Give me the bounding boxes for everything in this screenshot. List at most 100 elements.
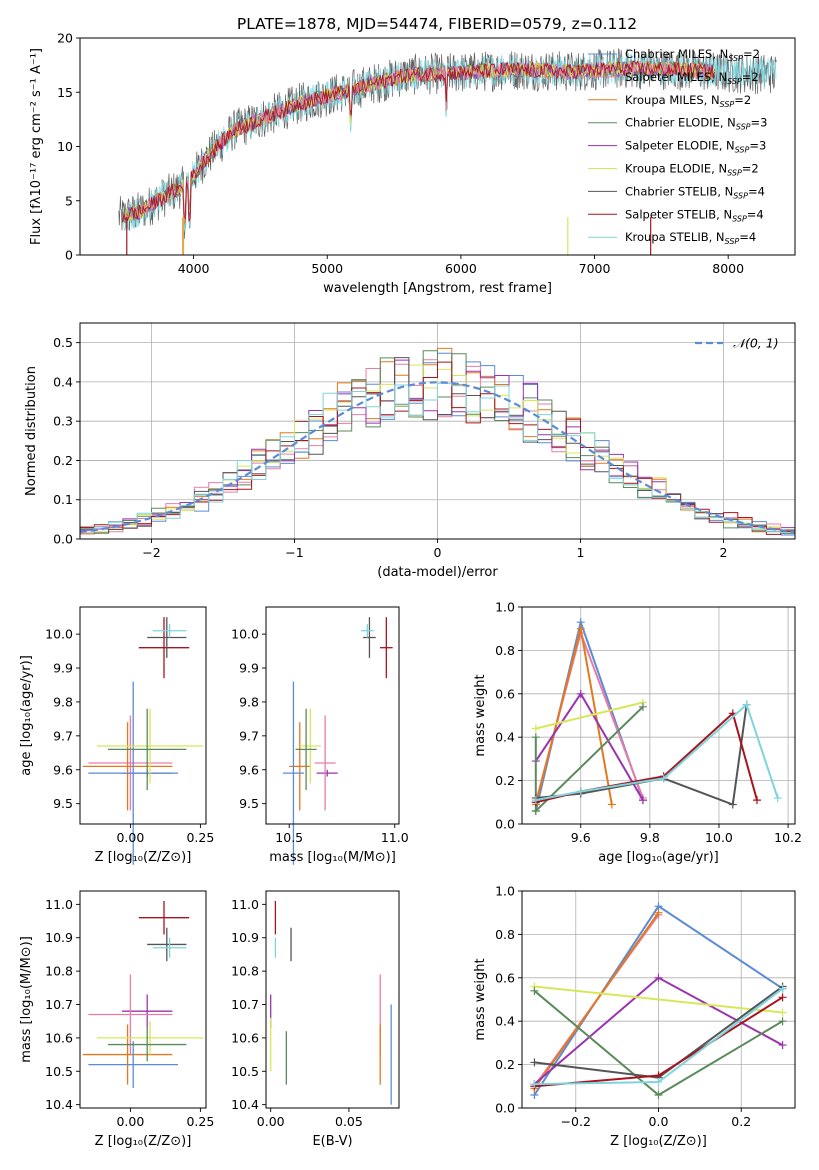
weight-series-marker bbox=[530, 986, 539, 995]
y-tick-label: 9.6 bbox=[239, 762, 259, 777]
weight-series-marker bbox=[654, 908, 663, 917]
x-tick-label: 7000 bbox=[579, 261, 611, 276]
x-tick-label: 11.0 bbox=[381, 830, 409, 845]
weight-series-marker bbox=[531, 796, 540, 805]
spectrum-series-group bbox=[118, 48, 777, 255]
y-tick-label: 0.2 bbox=[53, 453, 73, 468]
x-axis-label: E(B-V) bbox=[312, 1134, 352, 1149]
y-tick-label: 20 bbox=[57, 31, 73, 46]
x-tick-label: 4000 bbox=[178, 261, 210, 276]
y-tick-label: 9.7 bbox=[53, 728, 73, 743]
weight-series-marker bbox=[778, 993, 787, 1002]
y-tick-label: 0.4 bbox=[53, 374, 73, 389]
x-axis-label: age [log₁₀(age/yr)] bbox=[598, 850, 719, 865]
x-tick-label: 0.25 bbox=[186, 830, 214, 845]
y-tick-label: 0.1 bbox=[53, 492, 73, 507]
spectrum-series-line bbox=[122, 60, 715, 223]
y-tick-label: 10.6 bbox=[231, 1030, 259, 1045]
weight-series-marker bbox=[778, 1017, 787, 1026]
weight-series-marker bbox=[576, 624, 585, 633]
chart-mass-vs-Z: 0.00 0.25 10.4 10.5 10.6 10.7 10.8 10.9 11.0 Z [l… bbox=[19, 890, 214, 1149]
y-tick-label: 11.0 bbox=[45, 897, 73, 912]
axes-frame bbox=[521, 606, 796, 825]
y-tick-label: 10.7 bbox=[231, 997, 259, 1012]
chart-spectrum: 4000 5000 6000 7000 8000 0 5 10 15 20 wavelength [… bbox=[29, 31, 796, 296]
weight-series-marker bbox=[778, 1008, 787, 1017]
legend-label: Salpeter STELIB, NSSP=4 bbox=[625, 207, 764, 223]
x-tick-label: 10.0 bbox=[705, 830, 733, 845]
x-tick-label: 0.0 bbox=[649, 1114, 669, 1129]
y-tick-label: 10.6 bbox=[45, 1030, 73, 1045]
y-tick-label: 0.8 bbox=[495, 927, 515, 942]
y-axis-label: age [log₁₀(age/yr)] bbox=[19, 655, 34, 776]
y-tick-label: 0.2 bbox=[495, 1057, 515, 1072]
y-tick-label: 0.6 bbox=[495, 686, 515, 701]
x-axis-label: (data-model)/error bbox=[377, 565, 498, 580]
x-axis-label: wavelength [Angstrom, rest frame] bbox=[323, 281, 552, 296]
y-tick-label: 10.4 bbox=[231, 1097, 259, 1112]
x-tick-label: 0.00 bbox=[257, 1114, 285, 1129]
x-tick-label: 10.5 bbox=[275, 830, 303, 845]
y-tick-label: 10.9 bbox=[45, 930, 73, 945]
y-tick-label: 9.9 bbox=[239, 661, 259, 676]
y-tick-label: 0.4 bbox=[495, 1014, 515, 1029]
histogram-step-line bbox=[80, 382, 795, 534]
histogram-step-line bbox=[80, 357, 795, 534]
y-tick-label: 0 bbox=[65, 248, 73, 263]
legend-label: 𝒩(0, 1) bbox=[733, 336, 779, 351]
weight-series-marker bbox=[654, 973, 663, 982]
weight-series-marker bbox=[607, 800, 616, 809]
axes-frame bbox=[265, 890, 400, 1109]
y-tick-label: 10.9 bbox=[231, 930, 259, 945]
x-tick-label: 9.6 bbox=[571, 830, 591, 845]
x-tick-label: 0.00 bbox=[116, 1114, 144, 1129]
histogram-step-line bbox=[80, 361, 795, 535]
y-tick-label: 9.8 bbox=[239, 694, 259, 709]
legend-label: Salpeter MILES, NSSP=2 bbox=[625, 70, 759, 86]
x-tick-label: 10.2 bbox=[774, 830, 802, 845]
x-tick-label: 5000 bbox=[311, 261, 343, 276]
y-axis-label: mass [log₁₀(M/M⊙)] bbox=[19, 936, 34, 1063]
legend-label: Chabrier MILES, NSSP=2 bbox=[625, 47, 760, 63]
legend-label: Chabrier STELIB, NSSP=4 bbox=[625, 184, 765, 200]
x-tick-label: −1 bbox=[285, 545, 303, 560]
x-axis-label: Z [log₁₀(Z/Z⊙)] bbox=[610, 1134, 707, 1149]
x-axis-label: Z [log₁₀(Z/Z⊙)] bbox=[95, 850, 192, 865]
y-tick-label: 9.6 bbox=[53, 762, 73, 777]
axes-frame bbox=[79, 890, 207, 1109]
y-tick-label: 0.4 bbox=[495, 730, 515, 745]
y-tick-label: 10.0 bbox=[45, 627, 73, 642]
x-tick-label: 0.25 bbox=[186, 1114, 214, 1129]
y-tick-label: 0.8 bbox=[495, 643, 515, 658]
weight-series-marker bbox=[576, 787, 585, 796]
x-tick-label: 8000 bbox=[712, 261, 744, 276]
axes-frame bbox=[265, 606, 400, 825]
chart-age-vs-mass: 10.5 11.0 9.5 9.6 9.7 9.8 9.9 10.0 mass [log₁₀(M… bbox=[231, 606, 409, 865]
weight-series-marker bbox=[531, 724, 540, 733]
y-tick-label: 0.0 bbox=[495, 1101, 515, 1116]
weight-series-line bbox=[533, 912, 660, 1090]
weight-series-marker bbox=[728, 800, 737, 809]
x-tick-label: 0.05 bbox=[335, 1114, 363, 1129]
y-tick-label: 0.2 bbox=[495, 773, 515, 788]
legend-label: Salpeter ELODIE, NSSP=3 bbox=[625, 139, 766, 155]
chart-mass-vs-EBV: 0.00 0.05 10.4 10.5 10.6 10.7 10.8 10.9 11.0 E(B-… bbox=[231, 890, 400, 1149]
weight-series-marker bbox=[654, 1077, 663, 1086]
weight-series-marker bbox=[530, 1080, 539, 1089]
weight-series-line bbox=[534, 985, 783, 1014]
x-tick-label: −0.2 bbox=[561, 1114, 591, 1129]
y-tick-label: 1.0 bbox=[495, 884, 515, 899]
y-tick-label: 0.0 bbox=[495, 817, 515, 832]
x-tick-label: 0.2 bbox=[731, 1114, 751, 1129]
x-axis-label: Z [log₁₀(Z/Z⊙)] bbox=[95, 1134, 192, 1149]
weight-series-marker bbox=[530, 1058, 539, 1067]
x-tick-label: 1 bbox=[577, 545, 585, 560]
y-tick-label: 9.8 bbox=[53, 694, 73, 709]
y-tick-label: 10.5 bbox=[231, 1064, 259, 1079]
legend-label: Kroupa MILES, NSSP=2 bbox=[625, 93, 751, 109]
y-tick-label: 11.0 bbox=[231, 897, 259, 912]
weight-series-marker bbox=[659, 774, 668, 783]
x-tick-label: 9.8 bbox=[640, 830, 660, 845]
y-tick-label: 10.5 bbox=[45, 1064, 73, 1079]
